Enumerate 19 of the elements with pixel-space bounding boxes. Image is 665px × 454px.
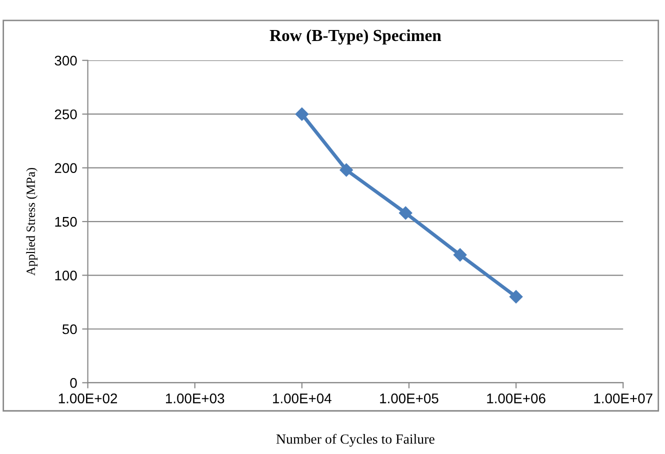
x-tick-label: 1.00E+06: [487, 394, 546, 404]
x-tick-label: 1.00E+02: [58, 394, 118, 404]
y-tick-label: 200: [54, 163, 77, 173]
y-axis-title: Applied Stress (MPa): [26, 168, 38, 276]
point: [509, 290, 523, 304]
y-tick-label: 0: [70, 378, 77, 388]
chart-title: Row (B-Type) Specimen: [270, 29, 442, 45]
x-axis-title: Number of Cycles to Failure: [276, 434, 434, 447]
y-tick-label: 150: [55, 216, 77, 227]
point: [399, 206, 412, 220]
x-tick-label: 1.00E+05: [380, 394, 438, 404]
y-tick-label: 300: [54, 56, 77, 66]
x-tick-label: 1.00E+04: [273, 394, 332, 404]
y-tick-label: 100: [55, 270, 77, 280]
x-tick-label: 1.00E+07: [594, 394, 652, 404]
x-tick-label: 1.00E+03: [166, 394, 224, 404]
point: [453, 248, 467, 262]
y-tick-label: 50: [62, 324, 77, 334]
y-tick-label: 250: [54, 109, 77, 120]
